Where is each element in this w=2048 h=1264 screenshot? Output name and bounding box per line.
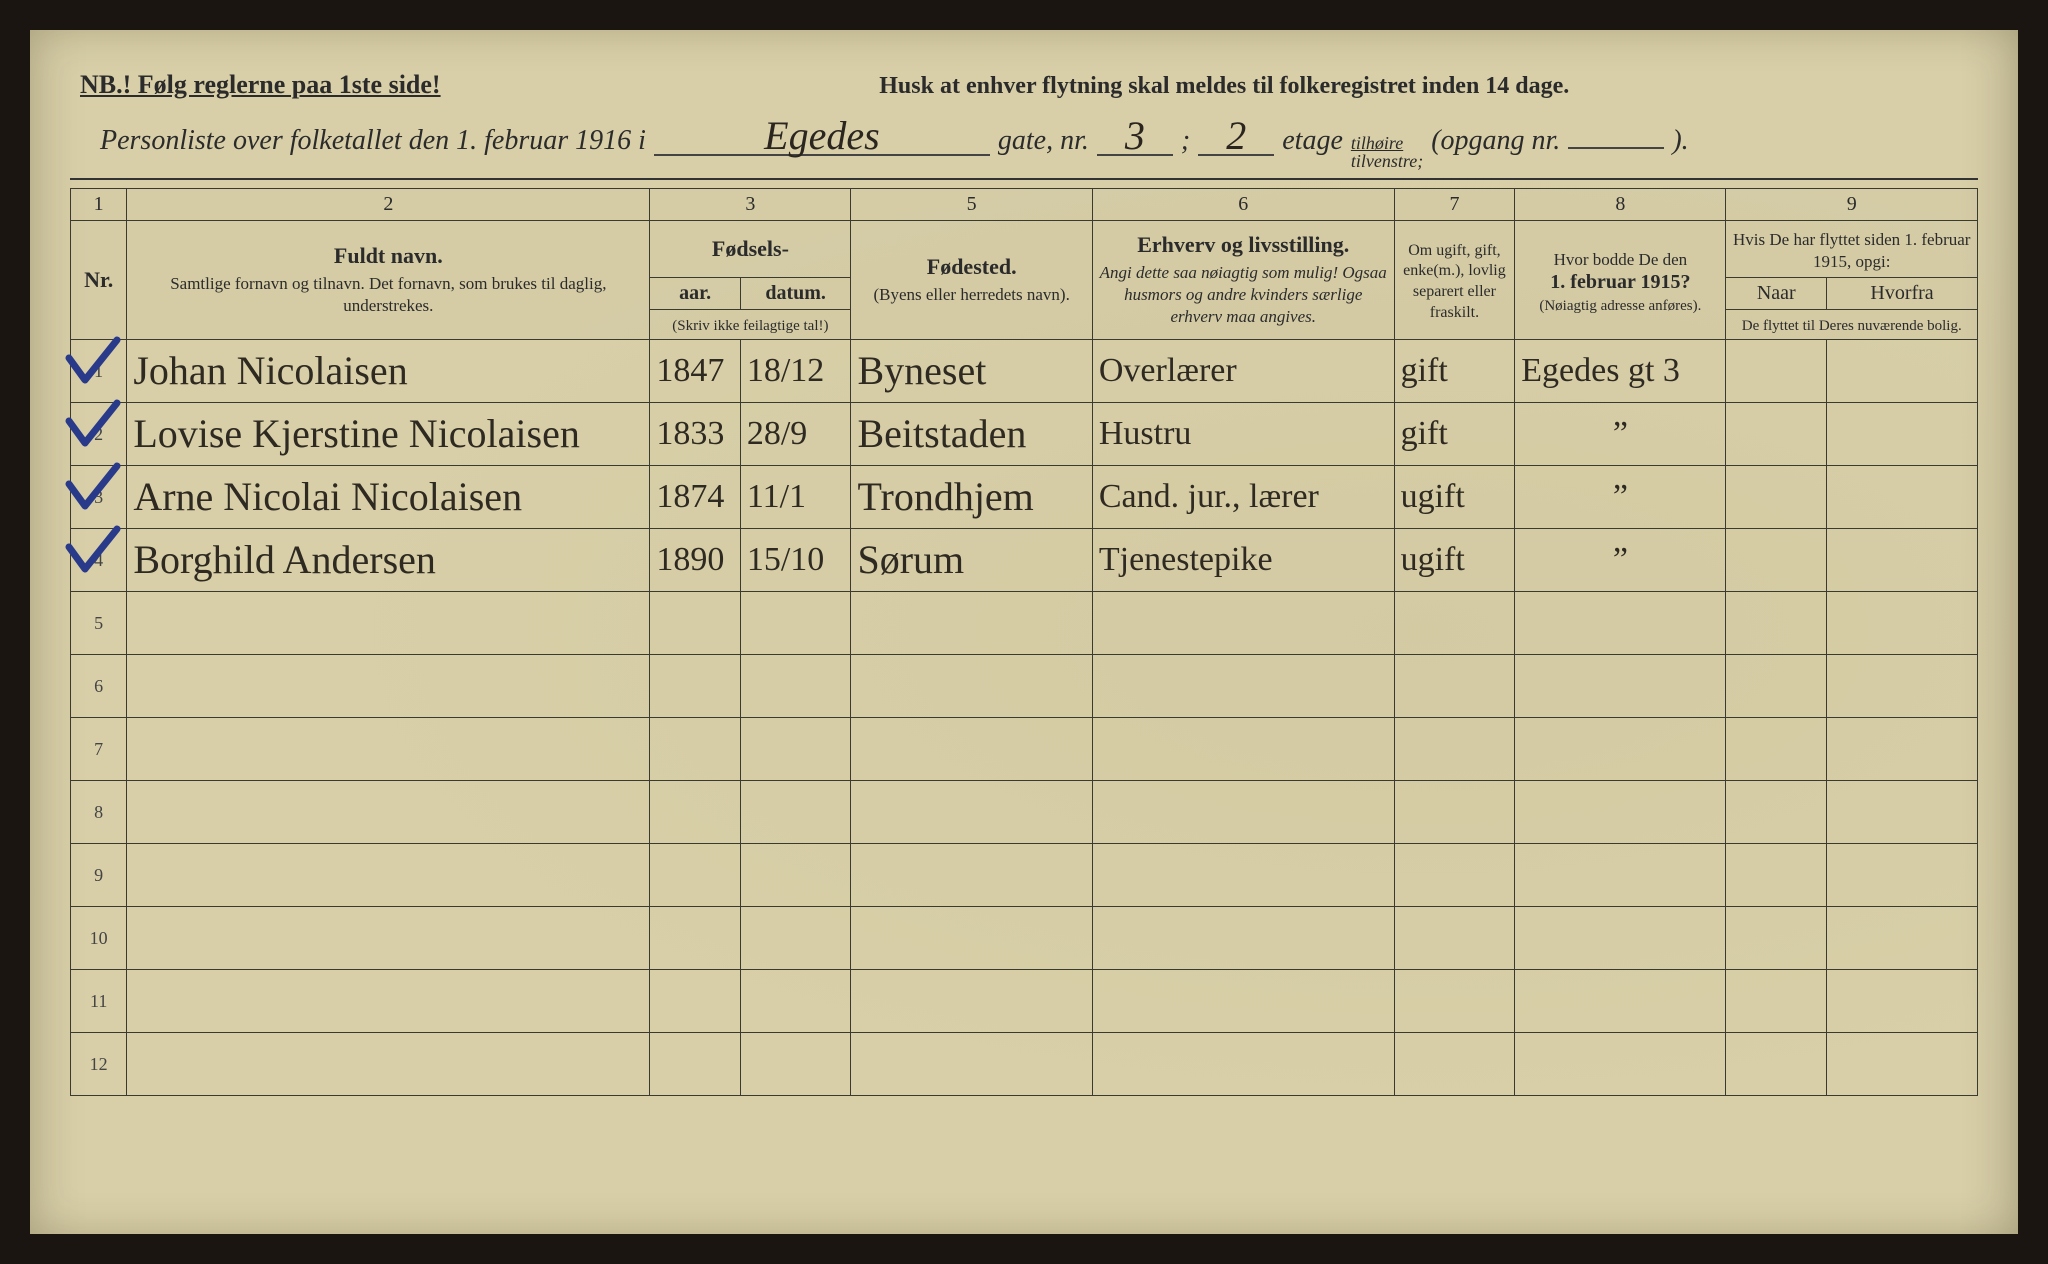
row-nr: 9 bbox=[71, 844, 127, 907]
row-nr: 3 bbox=[71, 466, 127, 529]
cell-name: Johan Nicolaisen bbox=[127, 340, 650, 403]
row-nr: 10 bbox=[71, 907, 127, 970]
census-table: 1 2 3 5 6 7 8 9 Nr. Fuldt navn. Samtlige… bbox=[70, 188, 1978, 1096]
etage-nr: 2 bbox=[1198, 118, 1274, 156]
cell-place: Trondhjem bbox=[851, 466, 1092, 529]
cell-occ: Hustru bbox=[1092, 403, 1394, 466]
cell-prev: ” bbox=[1515, 529, 1726, 592]
cell-hvor bbox=[1827, 466, 1978, 529]
cell-naar bbox=[1726, 529, 1827, 592]
opgang-fill bbox=[1568, 147, 1664, 149]
cell-place: Byneset bbox=[851, 340, 1092, 403]
cell-place: Beitstaden bbox=[851, 403, 1092, 466]
cell-prev: Egedes gt 3 bbox=[1515, 340, 1726, 403]
table-row-empty: 8 bbox=[71, 781, 1978, 844]
table-row-empty: 5 bbox=[71, 592, 1978, 655]
cell-date: 15/10 bbox=[740, 529, 851, 592]
col-occ: Erhverv og livsstilling. Angi dette saa … bbox=[1092, 221, 1394, 340]
sep: ; bbox=[1181, 125, 1190, 157]
cell-hvor bbox=[1827, 340, 1978, 403]
cell-status: gift bbox=[1394, 403, 1515, 466]
cell-date: 18/12 bbox=[740, 340, 851, 403]
nb-warning: NB.! Følg reglerne paa 1ste side! bbox=[80, 70, 441, 100]
row-nr: 1 bbox=[71, 340, 127, 403]
form-area: NB.! Følg reglerne paa 1ste side! Husk a… bbox=[70, 70, 1978, 1194]
cell-year: 1847 bbox=[650, 340, 741, 403]
cell-year: 1833 bbox=[650, 403, 741, 466]
side-fraction: tilhøire tilvenstre; bbox=[1351, 134, 1423, 170]
col-moved-sub: De flyttet til Deres nuværende bolig. bbox=[1726, 310, 1978, 340]
col-status: Om ugift, gift, enke(m.), lovlig separer… bbox=[1394, 221, 1515, 340]
cell-place: Sørum bbox=[851, 529, 1092, 592]
row-nr: 5 bbox=[71, 592, 127, 655]
col-nr: Nr. bbox=[71, 221, 127, 340]
cell-status: gift bbox=[1394, 340, 1515, 403]
table-row: 3 Arne Nicolai Nicolaisen 1874 11/1 Tron… bbox=[71, 466, 1978, 529]
cell-name: Lovise Kjerstine Nicolaisen bbox=[127, 403, 650, 466]
lead-text: Personliste over folketallet den 1. febr… bbox=[100, 125, 646, 157]
row-nr: 11 bbox=[71, 970, 127, 1033]
gate-label: gate, nr. bbox=[998, 125, 1089, 157]
reminder-text: Husk at enhver flytning skal meldes til … bbox=[481, 73, 1968, 100]
row-nr: 12 bbox=[71, 1033, 127, 1096]
col-place: Fødested. (Byens eller herredets navn). bbox=[851, 221, 1092, 340]
col-birth-yr: aar. bbox=[650, 278, 741, 310]
col-naar: Naar bbox=[1726, 278, 1827, 310]
cell-status: ugift bbox=[1394, 529, 1515, 592]
cell-date: 28/9 bbox=[740, 403, 851, 466]
cell-naar bbox=[1726, 403, 1827, 466]
table-row: 2 Lovise Kjerstine Nicolaisen 1833 28/9 … bbox=[71, 403, 1978, 466]
cell-prev: ” bbox=[1515, 466, 1726, 529]
cell-naar bbox=[1726, 340, 1827, 403]
cell-date: 11/1 bbox=[740, 466, 851, 529]
cell-naar bbox=[1726, 466, 1827, 529]
cell-year: 1874 bbox=[650, 466, 741, 529]
street-fill: Egedes bbox=[654, 118, 990, 156]
address-line: Personliste over folketallet den 1. febr… bbox=[70, 106, 1978, 174]
row-nr: 8 bbox=[71, 781, 127, 844]
header-row-1: Nr. Fuldt navn. Samtlige fornavn og tiln… bbox=[71, 221, 1978, 278]
col-birth: Fødsels- bbox=[650, 221, 851, 278]
colnum-row: 1 2 3 5 6 7 8 9 bbox=[71, 189, 1978, 221]
cell-hvor bbox=[1827, 403, 1978, 466]
col-name: Fuldt navn. Samtlige fornavn og tilnavn.… bbox=[127, 221, 650, 340]
table-row-empty: 11 bbox=[71, 970, 1978, 1033]
cell-occ: Cand. jur., lærer bbox=[1092, 466, 1394, 529]
gate-nr: 3 bbox=[1097, 118, 1173, 156]
col-moved: Hvis De har flyttet siden 1. februar 191… bbox=[1726, 221, 1978, 278]
cell-prev: ” bbox=[1515, 403, 1726, 466]
table-row: 1 Johan Nicolaisen 1847 18/12 Byneset Ov… bbox=[71, 340, 1978, 403]
table-row-empty: 7 bbox=[71, 718, 1978, 781]
row-nr: 2 bbox=[71, 403, 127, 466]
cell-name: Borghild Andersen bbox=[127, 529, 650, 592]
table-row-empty: 10 bbox=[71, 907, 1978, 970]
table-row-empty: 6 bbox=[71, 655, 1978, 718]
table-row: 4 Borghild Andersen 1890 15/10 Sørum Tje… bbox=[71, 529, 1978, 592]
col-birth-note: (Skriv ikke feilagtige tal!) bbox=[650, 310, 851, 340]
etage-label: etage bbox=[1282, 125, 1343, 157]
col-hvor: Hvorfra bbox=[1827, 278, 1978, 310]
census-page: NB.! Følg reglerne paa 1ste side! Husk a… bbox=[30, 30, 2018, 1234]
col-prev: Hvor bodde De den 1. februar 1915? (Nøia… bbox=[1515, 221, 1726, 340]
row-nr: 4 bbox=[71, 529, 127, 592]
cell-hvor bbox=[1827, 529, 1978, 592]
row-nr: 6 bbox=[71, 655, 127, 718]
cell-occ: Overlærer bbox=[1092, 340, 1394, 403]
cell-occ: Tjenestepike bbox=[1092, 529, 1394, 592]
cell-name: Arne Nicolai Nicolaisen bbox=[127, 466, 650, 529]
cell-year: 1890 bbox=[650, 529, 741, 592]
top-instruction-line: NB.! Følg reglerne paa 1ste side! Husk a… bbox=[70, 70, 1978, 106]
opgang-end: ). bbox=[1672, 125, 1688, 157]
opgang-label: (opgang nr. bbox=[1431, 125, 1560, 157]
table-row-empty: 9 bbox=[71, 844, 1978, 907]
row-nr: 7 bbox=[71, 718, 127, 781]
col-birth-date: datum. bbox=[740, 278, 851, 310]
cell-status: ugift bbox=[1394, 466, 1515, 529]
table-row-empty: 12 bbox=[71, 1033, 1978, 1096]
